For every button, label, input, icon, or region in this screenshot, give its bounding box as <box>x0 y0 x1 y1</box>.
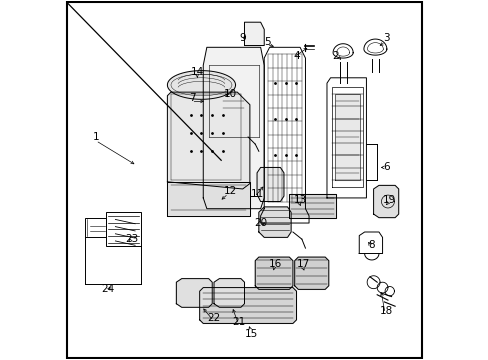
Text: 4: 4 <box>293 51 299 61</box>
Polygon shape <box>176 279 212 307</box>
Text: 5: 5 <box>264 37 270 47</box>
Polygon shape <box>167 92 249 189</box>
Polygon shape <box>214 279 244 307</box>
Polygon shape <box>167 182 249 216</box>
Polygon shape <box>258 207 290 237</box>
Text: 6: 6 <box>382 162 388 172</box>
Bar <box>106 212 140 246</box>
Polygon shape <box>167 71 235 99</box>
Text: 19: 19 <box>382 195 396 205</box>
Polygon shape <box>244 22 264 45</box>
Text: 1: 1 <box>92 132 99 142</box>
Text: 10: 10 <box>223 89 236 99</box>
Polygon shape <box>199 288 296 323</box>
Polygon shape <box>203 47 264 209</box>
Text: 16: 16 <box>268 259 281 269</box>
Text: 23: 23 <box>124 234 138 244</box>
Polygon shape <box>326 78 366 198</box>
Polygon shape <box>373 185 398 218</box>
Text: 12: 12 <box>223 186 236 196</box>
Text: 3: 3 <box>382 33 388 43</box>
Text: 17: 17 <box>296 259 310 269</box>
Text: 8: 8 <box>368 239 374 249</box>
Text: 2: 2 <box>332 51 339 61</box>
Text: 11: 11 <box>250 189 263 199</box>
Text: 18: 18 <box>379 306 392 316</box>
Polygon shape <box>255 257 292 289</box>
Polygon shape <box>334 94 359 180</box>
Text: 22: 22 <box>207 313 220 323</box>
Text: 13: 13 <box>293 195 306 205</box>
Text: 20: 20 <box>254 218 266 228</box>
Polygon shape <box>289 194 335 218</box>
Text: 15: 15 <box>244 329 258 339</box>
Text: 7: 7 <box>189 93 195 103</box>
Text: 9: 9 <box>239 33 245 43</box>
Polygon shape <box>260 47 308 223</box>
Polygon shape <box>294 257 328 289</box>
Text: 21: 21 <box>232 317 245 327</box>
Polygon shape <box>257 167 284 202</box>
Text: 24: 24 <box>102 284 115 294</box>
Bar <box>85 218 106 237</box>
Text: 14: 14 <box>191 67 204 77</box>
